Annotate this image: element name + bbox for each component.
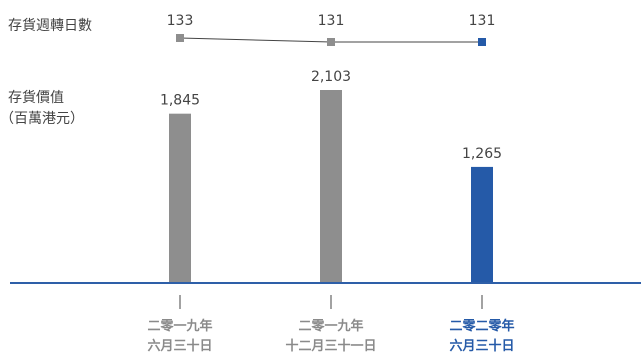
inventory-unit-label: （百萬港元） xyxy=(0,111,84,127)
turnover-value-label: 131 xyxy=(318,13,345,29)
inventory-bar xyxy=(320,90,342,283)
x-axis-category-label: 二零一九年 xyxy=(298,318,363,334)
x-axis-category-label: 十二月三十一日 xyxy=(285,338,376,354)
inventory-value-label: 存貨價值 xyxy=(8,89,64,106)
inventory-bar-series: 1,845 2,103 1,265 xyxy=(160,69,502,283)
turnover-days-label: 存貨週轉日數 xyxy=(8,17,92,34)
inventory-value-label: 2,103 xyxy=(311,69,351,85)
x-axis-category-label: 二零一九年 xyxy=(147,318,212,334)
turnover-point xyxy=(327,38,335,46)
turnover-point xyxy=(478,38,486,46)
turnover-value-label: 133 xyxy=(167,13,194,29)
turnover-value-label: 131 xyxy=(469,13,496,29)
x-axis-category-label: 二零二零年 xyxy=(449,318,514,334)
turnover-line-series: 133 131 131 xyxy=(167,13,496,46)
inventory-value-label: 1,265 xyxy=(462,146,502,162)
inventory-bar xyxy=(471,166,493,283)
inventory-bar xyxy=(169,113,191,283)
turnover-point xyxy=(176,34,184,42)
x-axis-category-label: 六月三十日 xyxy=(147,338,212,354)
x-axis-category-label: 六月三十日 xyxy=(449,338,514,354)
inventory-value-label: 1,845 xyxy=(160,93,200,109)
